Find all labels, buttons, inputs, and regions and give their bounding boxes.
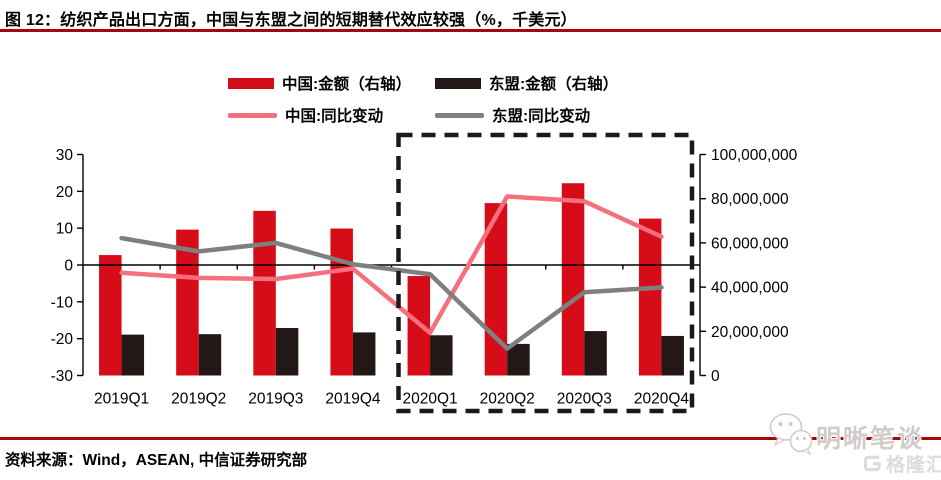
- source-note: 资料来源：Wind，ASEAN, 中信证券研究部: [5, 452, 308, 469]
- bar-asean-2019Q3: [275, 327, 299, 376]
- right-axis-label: 0: [711, 368, 720, 385]
- right-axis-label: 40,000,000: [711, 280, 789, 297]
- bar-china-2019Q4: [330, 228, 353, 376]
- bar-china-2019Q3: [253, 210, 276, 376]
- legend-item-china-yoy: 中国:同比变动: [228, 105, 383, 125]
- legend-label-asean-amount: 东盟:金额（右轴）: [489, 76, 619, 93]
- wechat-icon: [769, 413, 813, 456]
- left-axis-label: -30: [51, 368, 74, 385]
- line-asean-yoy: [119, 235, 664, 351]
- x-axis-label-2020Q1: 2020Q1: [402, 391, 457, 408]
- bar-asean-2019Q1: [121, 334, 145, 376]
- highlight-box-2020: [396, 132, 695, 414]
- bar-asean-2019Q4: [352, 332, 376, 376]
- x-axis-label-2019Q3: 2019Q3: [248, 391, 303, 408]
- left-axis-label: 20: [56, 184, 74, 201]
- legend-label-asean-yoy: 东盟:同比变动: [492, 108, 591, 125]
- bar-asean-2020Q2: [507, 343, 530, 376]
- x-axis-label-2019Q1: 2019Q1: [94, 391, 149, 408]
- site-logo: 格隆汇: [862, 450, 941, 477]
- right-axis-label: 80,000,000: [711, 191, 789, 208]
- bar-asean-2020Q1: [430, 335, 453, 376]
- watermark-text: 明晰笔谈: [816, 425, 925, 453]
- bar-china-2019Q1: [99, 255, 122, 376]
- right-axis-label: 100,000,000: [711, 147, 798, 164]
- legend-label-china-yoy: 中国:同比变动: [285, 108, 384, 125]
- bar-china-2020Q4: [638, 218, 662, 376]
- left-axis-label: -10: [51, 294, 74, 311]
- legend-swatch-china-amount: [228, 77, 274, 89]
- bar-asean-2020Q3: [584, 331, 607, 376]
- legend-item-china-amount: 中国:金额（右轴）: [228, 73, 411, 93]
- left-axis-label: 0: [64, 258, 73, 275]
- legend-swatch-asean-yoy: [435, 112, 484, 118]
- right-axis-label: 20,000,000: [711, 324, 789, 341]
- x-axis-label-2020Q4: 2020Q4: [634, 391, 690, 408]
- legend-item-asean-amount: 东盟:金额（右轴）: [435, 73, 618, 93]
- x-axis-label-2020Q2: 2020Q2: [480, 391, 535, 408]
- bar-asean-2020Q4: [661, 335, 684, 376]
- x-axis-label-2019Q2: 2019Q2: [171, 391, 226, 408]
- line-china-yoy: [119, 194, 664, 336]
- legend-swatch-asean-amount: [435, 77, 481, 89]
- x-axis-label-2019Q4: 2019Q4: [325, 391, 381, 408]
- gelonghui-g-icon: [863, 455, 881, 472]
- left-axis-label: 30: [56, 147, 74, 164]
- legend-swatch-china-yoy: [228, 112, 277, 118]
- x-axis-label-2020Q3: 2020Q3: [557, 391, 612, 408]
- bar-china-2019Q2: [176, 229, 199, 376]
- bar-china-2020Q3: [561, 183, 585, 376]
- legend-label-china-amount: 中国:金额（右轴）: [282, 76, 412, 93]
- legend-item-asean-yoy: 东盟:同比变动: [435, 105, 590, 125]
- figure-title: 图 12：纺织产品出口方面，中国与东盟之间的短期替代效应较强（%，千美元）: [5, 12, 577, 29]
- right-axis-label: 60,000,000: [711, 235, 789, 252]
- bar-asean-2019Q2: [198, 334, 222, 376]
- footer-rule: [0, 437, 941, 440]
- left-axis-label: -20: [51, 331, 74, 348]
- left-axis-label: 10: [56, 221, 74, 238]
- title-underline-rule: [0, 29, 941, 32]
- site-logo-text: 格隆汇: [886, 455, 941, 476]
